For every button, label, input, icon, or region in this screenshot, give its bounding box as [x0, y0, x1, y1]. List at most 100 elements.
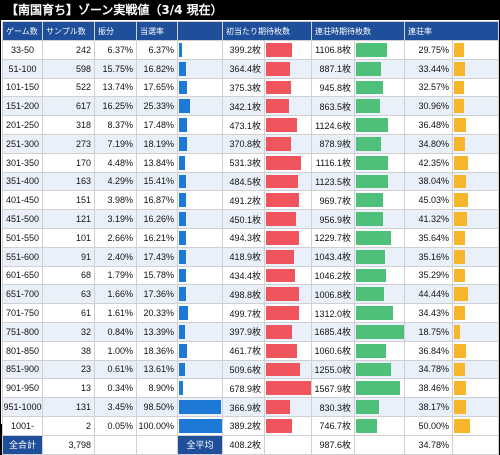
- rate-bar-cell: [177, 209, 223, 229]
- renrate-bar-cell: [452, 96, 499, 117]
- ren-bar: [356, 343, 386, 358]
- cell-first: 494.3枚: [222, 227, 265, 248]
- cell-first: 531.3枚: [222, 152, 265, 173]
- renrate-bar: [454, 381, 466, 396]
- ren-bar: [356, 136, 381, 151]
- renrate-bar: [454, 43, 464, 57]
- rate-bar-cell: [177, 96, 223, 117]
- ren-bar: [356, 155, 388, 170]
- cell-renrate: 41.32%: [404, 209, 453, 229]
- cell-rate: 13.39%: [136, 321, 178, 342]
- cell-renrate: 38.04%: [404, 171, 453, 192]
- rate-bar: [179, 174, 186, 189]
- cell-samples: 242: [42, 40, 95, 60]
- ren-bar: [356, 287, 384, 302]
- rate-bar-cell: [177, 152, 223, 173]
- rate-bar: [179, 212, 186, 226]
- ren-bar-cell: [354, 359, 405, 380]
- ren-bar-cell: [354, 152, 405, 173]
- first-bar-cell: [264, 77, 312, 98]
- table-row: 251-300 273 7.19% 18.19% 370.8枚 878.9枚 34.80%: [2, 133, 499, 154]
- ren-bar-cell: [354, 397, 405, 417]
- cell-dist: 3.45%: [94, 397, 137, 417]
- cell-zone: 551-600: [2, 246, 43, 267]
- total-label: 全合計: [2, 434, 43, 455]
- footer-blank: [452, 434, 499, 455]
- rate-bar: [179, 230, 186, 245]
- cell-rate: 13.61%: [136, 359, 178, 380]
- cell-samples: 318: [42, 115, 95, 135]
- ren-bar-cell: [354, 190, 405, 211]
- cell-renrate: 35.64%: [404, 227, 453, 248]
- table-row: 551-600 91 2.40% 17.43% 418.9枚 1043.4枚 35.16%: [2, 246, 499, 267]
- cell-zone: 601-650: [2, 265, 43, 286]
- first-bar-cell: [264, 133, 312, 154]
- table-row: 901-950 13 0.34% 8.90% 678.9枚 1567.9枚 38.46%: [2, 378, 499, 399]
- cell-first: 370.8枚: [222, 133, 265, 154]
- first-bar: [266, 230, 299, 245]
- renrate-bar-cell: [452, 58, 499, 79]
- cell-ren: 1106.8枚: [311, 40, 355, 60]
- renrate-bar: [454, 362, 465, 377]
- cell-samples: 91: [42, 246, 95, 267]
- ren-bar-cell: [354, 77, 405, 98]
- first-bar: [266, 99, 289, 114]
- cell-rate: 8.90%: [136, 378, 178, 399]
- cell-renrate: 34.78%: [404, 359, 453, 380]
- first-bar-cell: [264, 359, 312, 380]
- ren-bar-cell: [354, 265, 405, 286]
- cell-samples: 273: [42, 133, 95, 154]
- cell-ren: 1006.8枚: [311, 284, 355, 305]
- cell-renrate: 36.48%: [404, 115, 453, 135]
- footer-blank: [264, 434, 312, 455]
- ren-bar-cell: [354, 133, 405, 154]
- rate-bar-cell: [177, 397, 223, 417]
- first-bar-cell: [264, 378, 312, 399]
- cell-ren: 1255.0枚: [311, 359, 355, 380]
- rate-bar-cell: [177, 265, 223, 286]
- cell-dist: 8.37%: [94, 115, 137, 135]
- cell-rate: 15.41%: [136, 171, 178, 192]
- cell-ren: 956.9枚: [311, 209, 355, 229]
- cell-dist: 1.66%: [94, 284, 137, 305]
- rate-bar-cell: [177, 378, 223, 399]
- cell-zone: 33-50: [2, 40, 43, 60]
- cell-renrate: 36.84%: [404, 340, 453, 361]
- cell-zone: 651-700: [2, 284, 43, 305]
- first-bar-cell: [264, 227, 312, 248]
- header-row: ゲーム数 サンプル数 振分 当選率 初当たり期待枚数 連荘時期待枚数 連荘率: [2, 21, 499, 41]
- rate-bar-cell: [177, 284, 223, 305]
- first-bar: [266, 418, 292, 433]
- table-row: 851-900 23 0.61% 13.61% 509.6枚 1255.0枚 34.78%: [2, 359, 499, 380]
- renrate-bar-cell: [452, 115, 499, 135]
- cell-renrate: 33.44%: [404, 58, 453, 79]
- rate-bar: [179, 136, 187, 151]
- cell-samples: 2: [42, 415, 95, 436]
- table-row: 1001- 2 0.05% 100.00% 389.2枚 746.7枚 50.00%: [2, 415, 499, 436]
- cell-samples: 170: [42, 152, 95, 173]
- cell-renrate: 35.29%: [404, 265, 453, 286]
- rate-bar: [179, 400, 221, 414]
- cell-dist: 0.05%: [94, 415, 137, 436]
- renrate-bar-cell: [452, 77, 499, 98]
- ren-bar-cell: [354, 415, 405, 436]
- first-bar-cell: [264, 190, 312, 211]
- first-bar-cell: [264, 209, 312, 229]
- avg-renrate: 34.78%: [404, 434, 453, 455]
- cell-first: 397.9枚: [222, 321, 265, 342]
- ren-bar-cell: [354, 303, 405, 323]
- cell-samples: 151: [42, 190, 95, 211]
- ren-bar-cell: [354, 227, 405, 248]
- cell-dist: 7.19%: [94, 133, 137, 154]
- cell-ren: 1312.0枚: [311, 303, 355, 323]
- cell-dist: 0.61%: [94, 359, 137, 380]
- cell-renrate: 42.35%: [404, 152, 453, 173]
- renrate-bar: [454, 249, 465, 264]
- cell-rate: 17.43%: [136, 246, 178, 267]
- first-bar: [266, 43, 292, 57]
- cell-first: 418.9枚: [222, 246, 265, 267]
- ren-bar: [356, 324, 404, 339]
- first-bar-cell: [264, 246, 312, 267]
- cell-ren: 878.9枚: [311, 133, 355, 154]
- renrate-bar: [454, 118, 466, 132]
